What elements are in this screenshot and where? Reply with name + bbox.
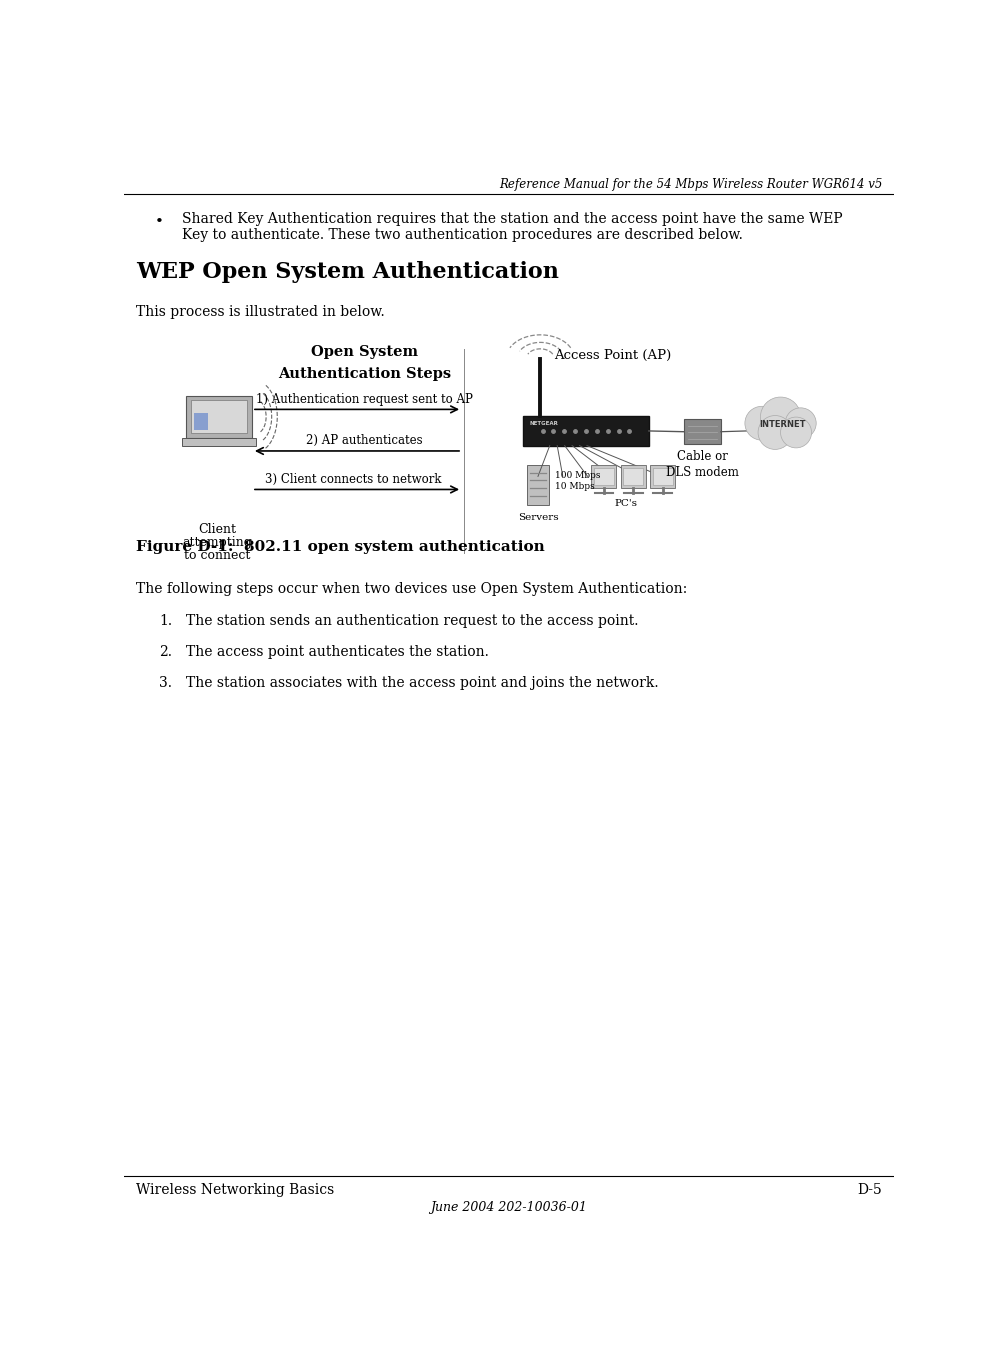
Text: Cable or: Cable or	[677, 450, 728, 463]
FancyBboxPatch shape	[621, 465, 645, 488]
Text: Access Point (AP): Access Point (AP)	[554, 350, 671, 362]
Text: The station sends an authentication request to the access point.: The station sends an authentication requ…	[186, 614, 638, 628]
FancyBboxPatch shape	[183, 437, 256, 446]
FancyBboxPatch shape	[652, 468, 673, 485]
FancyBboxPatch shape	[650, 465, 675, 488]
Text: 10 Mbps: 10 Mbps	[555, 481, 595, 491]
Text: •: •	[155, 215, 164, 229]
FancyBboxPatch shape	[683, 420, 721, 444]
FancyBboxPatch shape	[592, 465, 617, 488]
Text: DLS modem: DLS modem	[666, 466, 739, 478]
Circle shape	[780, 417, 811, 448]
Text: The following steps occur when two devices use Open System Authentication:: The following steps occur when two devic…	[136, 581, 687, 596]
Text: Client: Client	[199, 522, 236, 536]
FancyBboxPatch shape	[523, 417, 648, 446]
FancyBboxPatch shape	[594, 468, 614, 485]
Text: Figure D-1:  802.11 open system authentication: Figure D-1: 802.11 open system authentic…	[136, 540, 544, 554]
Text: attempting: attempting	[182, 536, 252, 548]
Text: to connect: to connect	[184, 548, 250, 562]
Circle shape	[761, 398, 800, 437]
Circle shape	[758, 415, 792, 450]
Text: 2) AP authenticates: 2) AP authenticates	[306, 435, 423, 447]
Circle shape	[785, 407, 816, 439]
Circle shape	[745, 406, 779, 440]
Text: D-5: D-5	[857, 1183, 882, 1197]
Text: 3.: 3.	[159, 676, 172, 690]
Text: Reference Manual for the 54 Mbps Wireless Router WGR614 v5: Reference Manual for the 54 Mbps Wireles…	[498, 178, 882, 192]
Text: Shared Key Authentication requires that the station and the access point have th: Shared Key Authentication requires that …	[183, 213, 843, 226]
Text: The station associates with the access point and joins the network.: The station associates with the access p…	[186, 676, 658, 690]
Text: The access point authenticates the station.: The access point authenticates the stati…	[186, 644, 489, 659]
FancyBboxPatch shape	[624, 468, 643, 485]
Text: 1) Authentication request sent to AP: 1) Authentication request sent to AP	[256, 392, 473, 406]
Text: PC's: PC's	[614, 499, 638, 509]
Text: Open System: Open System	[311, 345, 418, 359]
Text: 100 Mbps: 100 Mbps	[555, 472, 601, 480]
Text: WEP Open System Authentication: WEP Open System Authentication	[136, 260, 559, 282]
Text: 3) Client connects to network: 3) Client connects to network	[264, 473, 441, 485]
Text: Authentication Steps: Authentication Steps	[278, 367, 451, 381]
FancyBboxPatch shape	[186, 395, 252, 437]
Text: 2.: 2.	[159, 644, 172, 659]
FancyBboxPatch shape	[191, 400, 247, 433]
Text: Servers: Servers	[517, 513, 558, 521]
FancyBboxPatch shape	[194, 413, 208, 430]
Text: NETGEAR: NETGEAR	[529, 421, 558, 426]
Text: June 2004 202-10036-01: June 2004 202-10036-01	[431, 1201, 587, 1213]
Text: Wireless Networking Basics: Wireless Networking Basics	[136, 1183, 334, 1197]
Text: This process is illustrated in below.: This process is illustrated in below.	[136, 304, 384, 318]
Text: 1.: 1.	[159, 614, 172, 628]
Text: Key to authenticate. These two authentication procedures are described below.: Key to authenticate. These two authentic…	[183, 228, 743, 241]
FancyBboxPatch shape	[527, 465, 549, 505]
Text: INTERNET: INTERNET	[760, 421, 806, 429]
